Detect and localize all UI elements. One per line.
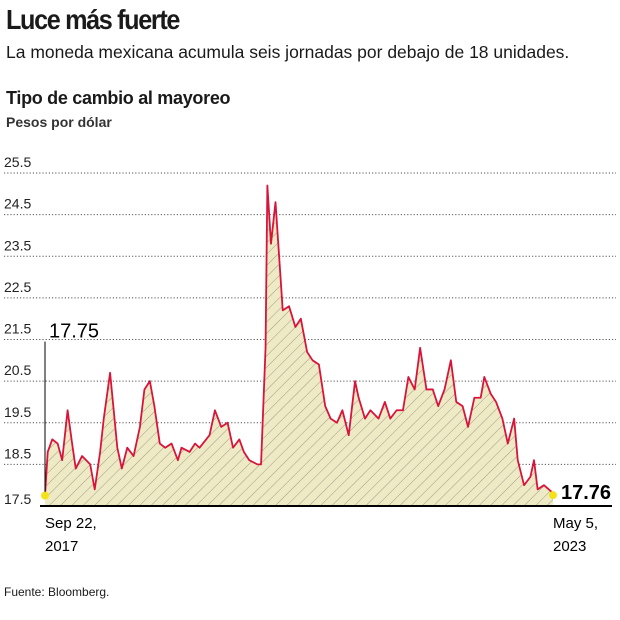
source-note: Fuente: Bloomberg. bbox=[4, 585, 110, 599]
x-tick-start-line2: 2017 bbox=[45, 538, 78, 555]
start-value-label: 17.75 bbox=[49, 320, 99, 342]
series-line bbox=[44, 184, 554, 496]
y-tick-label: 21.5 bbox=[4, 321, 31, 337]
end-marker bbox=[549, 491, 557, 500]
subheadline: La moneda mexicana acumula seis jornadas… bbox=[6, 42, 570, 62]
y-tick-label: 18.5 bbox=[4, 445, 31, 461]
y-tick-label: 24.5 bbox=[4, 196, 31, 212]
end-value-label: 17.76 bbox=[561, 482, 611, 504]
headline: Luce más fuerte bbox=[6, 4, 180, 35]
y-tick-label: 20.5 bbox=[4, 362, 31, 378]
x-tick-start-line1: Sep 22, bbox=[45, 515, 97, 532]
x-tick-end-line2: 2023 bbox=[553, 538, 586, 555]
start-marker bbox=[41, 491, 49, 500]
y-tick-label: 22.5 bbox=[4, 279, 31, 295]
area-fill bbox=[45, 185, 553, 507]
y-tick-label: 17.5 bbox=[4, 491, 31, 507]
x-tick-end-line1: May 5, bbox=[553, 515, 598, 532]
y-tick-label: 23.5 bbox=[4, 237, 31, 253]
y-tick-label: 19.5 bbox=[4, 404, 31, 420]
y-tick-label: 25.5 bbox=[4, 154, 31, 170]
chart-title: Tipo de cambio al mayoreo bbox=[6, 88, 231, 108]
chart-unit-label: Pesos por dólar bbox=[6, 114, 112, 130]
